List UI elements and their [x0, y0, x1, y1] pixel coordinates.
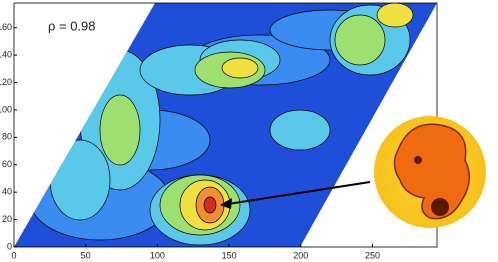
arrow-head — [220, 198, 232, 209]
contour-region — [221, 57, 259, 79]
y-tick-label: 100 — [0, 104, 12, 114]
x-tick-label: 250 — [365, 250, 380, 260]
inset-spot — [431, 198, 449, 216]
y-tick-label: 120 — [0, 77, 12, 87]
y-tick-label: 20 — [2, 214, 12, 224]
inset — [374, 116, 486, 228]
inset-figure — [393, 123, 471, 220]
inset-eye — [414, 156, 422, 164]
x-tick-label: 200 — [293, 250, 308, 260]
annotation: ρ = 0.98 — [48, 18, 96, 33]
contour-field — [14, 3, 437, 247]
y-tick-label: 80 — [2, 132, 12, 142]
contour-region — [203, 196, 217, 214]
y-tick-label: 40 — [2, 187, 12, 197]
contour-region — [269, 109, 331, 151]
y-tick-label: 0 — [7, 241, 12, 251]
x-tick-label: 100 — [150, 250, 165, 260]
x-tick-label: 50 — [81, 250, 91, 260]
contour-region — [334, 14, 386, 66]
y-tick-label: 60 — [2, 159, 12, 169]
x-tick-label: 150 — [222, 250, 237, 260]
contour-region — [99, 94, 141, 166]
axes: 0 50 100 150 200 250 0 20 40 60 80 100 120 140 160 — [0, 2, 438, 260]
y-tick-label: 140 — [0, 49, 12, 59]
contour-region — [376, 3, 414, 28]
x-tick-label: 0 — [11, 250, 16, 260]
contour-region — [49, 139, 111, 221]
y-tick-label: 160 — [0, 22, 12, 32]
arrow — [227, 181, 371, 205]
